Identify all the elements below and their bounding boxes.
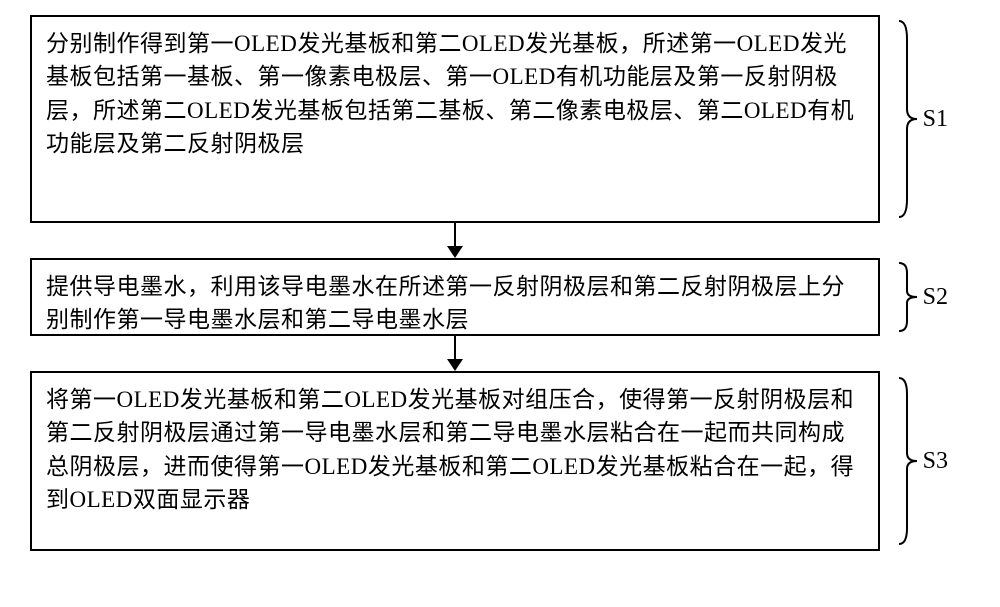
connector-line: [454, 336, 456, 360]
step-text-3: 将第一OLED发光基板和第二OLED发光基板对组压合，使得第一反射阴极层和第二反…: [46, 383, 864, 516]
step-box-2: 提供导电墨水，利用该导电墨水在所述第一反射阴极层和第二反射阴极层上分别制作第一导…: [30, 258, 880, 336]
brace-icon: [897, 19, 919, 219]
step-box-3: 将第一OLED发光基板和第二OLED发光基板对组压合，使得第一反射阴极层和第二反…: [30, 371, 880, 551]
step-text-1: 分别制作得到第一OLED发光基板和第二OLED发光基板，所述第一OLED发光基板…: [46, 27, 864, 160]
arrow-down-icon: [447, 359, 463, 371]
flowchart-container: 分别制作得到第一OLED发光基板和第二OLED发光基板，所述第一OLED发光基板…: [30, 15, 970, 551]
connector-line: [454, 223, 456, 247]
step-label-brace-2: S2: [897, 261, 948, 333]
step-label-brace-1: S1: [897, 19, 948, 219]
step-label-3: S3: [923, 448, 948, 475]
brace-icon: [897, 376, 919, 546]
step-label-1: S1: [923, 106, 948, 133]
step-label-2: S2: [923, 284, 948, 311]
connector-2: [30, 336, 880, 371]
brace-icon: [897, 261, 919, 333]
step-box-1: 分别制作得到第一OLED发光基板和第二OLED发光基板，所述第一OLED发光基板…: [30, 15, 880, 223]
step-text-2: 提供导电墨水，利用该导电墨水在所述第一反射阴极层和第二反射阴极层上分别制作第一导…: [46, 270, 864, 337]
connector-1: [30, 223, 880, 258]
step-label-brace-3: S3: [897, 376, 948, 546]
arrow-down-icon: [447, 246, 463, 258]
